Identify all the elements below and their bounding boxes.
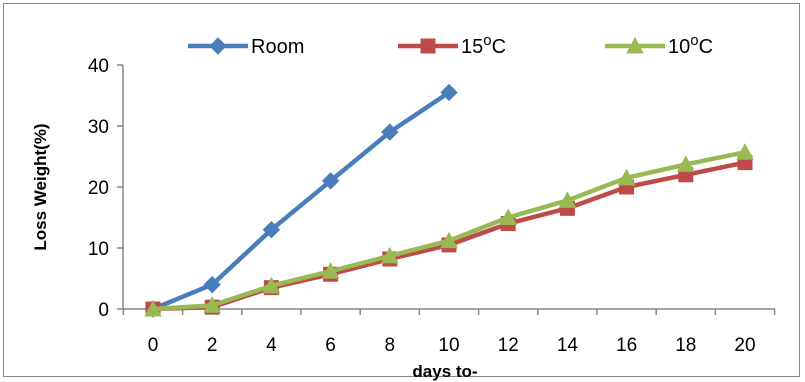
y-tick-label: 30 bbox=[88, 117, 109, 138]
x-tick-label: 12 bbox=[498, 335, 519, 356]
data-point bbox=[617, 168, 636, 186]
series-line bbox=[150, 149, 748, 312]
y-axis-title: Loss Weight(%) bbox=[31, 123, 50, 250]
x-tick-label: 2 bbox=[207, 335, 218, 356]
data-point bbox=[321, 172, 340, 190]
data-point bbox=[558, 191, 577, 208]
data-point bbox=[262, 276, 281, 294]
legend-marker bbox=[209, 37, 227, 55]
x-tick-label: 16 bbox=[616, 335, 637, 356]
data-point bbox=[381, 123, 399, 141]
x-tick-label: 18 bbox=[675, 335, 696, 356]
plot-area bbox=[144, 83, 754, 318]
chart-frame bbox=[3, 3, 800, 377]
data-point bbox=[262, 220, 281, 239]
x-tick-label: 14 bbox=[557, 335, 579, 356]
x-tick-label: 4 bbox=[266, 335, 277, 356]
legend-item: 10oC bbox=[605, 32, 713, 58]
legend-marker bbox=[420, 38, 436, 54]
data-point bbox=[736, 143, 754, 160]
x-tick-label: 20 bbox=[734, 335, 755, 356]
data-point bbox=[440, 231, 458, 249]
data-point bbox=[144, 299, 162, 317]
legend-item: 15oC bbox=[398, 32, 506, 58]
x-tick-label: 8 bbox=[385, 335, 396, 356]
legend-label: 15oC bbox=[461, 32, 506, 58]
x-axis-ticks: 0 2 4 6 8 10 12 14 16 18 20 bbox=[122, 309, 776, 356]
data-point bbox=[321, 262, 340, 279]
series-2 bbox=[144, 143, 754, 317]
data-point bbox=[203, 296, 222, 313]
data-point bbox=[499, 208, 518, 225]
data-point bbox=[440, 83, 458, 102]
axes: 0 10 20 30 40 0 2 4 6 8 10 12 14 16 18 20 Loss Weight(… bbox=[31, 56, 776, 381]
x-tick-label: 6 bbox=[325, 335, 336, 356]
x-axis-title: days to- bbox=[412, 362, 477, 381]
x-tick-label: 10 bbox=[438, 335, 459, 356]
legend-item: Room bbox=[188, 36, 304, 58]
data-point bbox=[380, 246, 399, 264]
data-point bbox=[676, 155, 695, 172]
y-axis-ticks: 0 10 20 30 40 bbox=[88, 56, 123, 321]
legend-label: Room bbox=[251, 36, 304, 58]
y-tick-label: 40 bbox=[88, 56, 109, 77]
legend-label: 10oC bbox=[668, 32, 713, 58]
data-point bbox=[203, 275, 221, 294]
y-tick-label: 20 bbox=[88, 178, 109, 199]
y-tick-label: 0 bbox=[98, 300, 109, 321]
x-tick-label: 0 bbox=[148, 335, 159, 356]
legend-marker bbox=[626, 36, 644, 54]
series-line bbox=[150, 90, 452, 312]
y-tick-label: 10 bbox=[88, 239, 109, 260]
legend: Room 15oC 10oC bbox=[188, 32, 713, 58]
